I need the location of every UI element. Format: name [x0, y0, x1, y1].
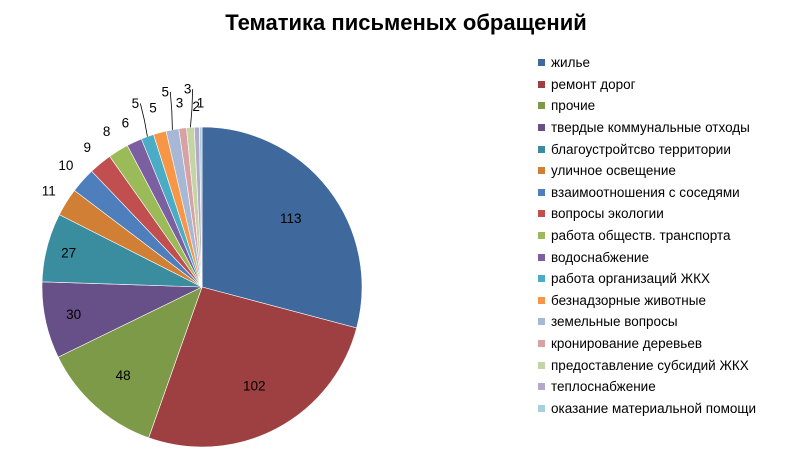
legend-label: вопросы экологии — [551, 206, 664, 222]
legend-label: работа организаций ЖКХ — [551, 271, 710, 287]
legend-swatch — [538, 253, 545, 261]
legend-label: безнадзорные животные — [551, 292, 706, 308]
legend-item: благоустройтсво территории — [538, 138, 756, 160]
legend-label: твердые коммунальные отходы — [551, 120, 750, 136]
slice-value-label: 9 — [83, 140, 91, 155]
leader-lines — [140, 89, 193, 137]
legend-item: безнадзорные животные — [538, 290, 756, 312]
legend-item: жилье — [538, 52, 756, 74]
legend: жилье ремонт дорог прочие твердые коммуналь… — [538, 52, 756, 419]
legend-item: прочие — [538, 95, 756, 117]
slice-value-label: 6 — [122, 116, 130, 131]
legend-swatch — [538, 80, 545, 88]
slice-value-label: 3 — [184, 82, 192, 97]
legend-label: работа обществ. транспорта — [551, 228, 731, 244]
legend-swatch — [538, 296, 545, 304]
legend-label: прочие — [551, 98, 596, 114]
pie-slice — [201, 126, 363, 329]
leader-line — [190, 89, 193, 128]
leader-line — [169, 91, 173, 130]
legend-item: вопросы экологии — [538, 203, 756, 225]
legend-swatch — [538, 318, 545, 326]
slice-value-label: 48 — [116, 368, 131, 383]
legend-item: кронирование деревьев — [538, 333, 756, 355]
legend-label: водоснабжение — [551, 249, 649, 265]
legend-label: благоустройтсво территории — [551, 141, 731, 157]
legend-swatch — [538, 124, 545, 132]
legend-swatch — [538, 210, 545, 218]
leader-line — [140, 103, 148, 137]
legend-item: земельные вопросы — [538, 311, 756, 333]
legend-swatch — [538, 59, 545, 67]
legend-swatch — [538, 404, 545, 412]
legend-item: твердые коммунальные отходы — [538, 117, 756, 139]
legend-item: работа обществ. транспорта — [538, 225, 756, 247]
legend-item: работа организаций ЖКХ — [538, 268, 756, 290]
slice-value-label: 5 — [149, 101, 157, 116]
slice-value-label: 8 — [103, 124, 111, 139]
legend-swatch — [538, 232, 545, 240]
legend-swatch — [538, 361, 545, 369]
legend-label: жилье — [551, 55, 590, 71]
legend-swatch — [538, 145, 545, 153]
legend-item: водоснабжение — [538, 246, 756, 268]
legend-item: ремонт дорог — [538, 74, 756, 96]
pie-slice — [148, 286, 358, 448]
slice-value-label: 27 — [61, 245, 76, 260]
slice-value-label: 3 — [176, 95, 184, 110]
legend-label: уличное освещение — [551, 163, 676, 179]
legend-swatch — [538, 102, 545, 110]
slice-value-label: 2 — [192, 99, 200, 114]
slice-value-label: 30 — [66, 307, 81, 322]
slice-value-label: 113 — [280, 211, 302, 226]
legend-label: земельные вопросы — [551, 314, 678, 330]
legend-label: предоставление субсидий ЖКХ — [551, 357, 749, 373]
legend-item: теплоснабжение — [538, 376, 756, 398]
chart-title: Тематика письменых обращений — [225, 10, 587, 35]
legend-item: предоставление субсидий ЖКХ — [538, 354, 756, 376]
slice-value-label: 102 — [243, 379, 266, 394]
pie-slice — [199, 126, 203, 288]
legend-label: ремонт дорог — [551, 76, 636, 92]
slice-value-label: 10 — [58, 158, 73, 173]
legend-swatch — [538, 167, 545, 175]
legend-label: взаимоотношения с соседями — [551, 184, 740, 200]
legend-swatch — [538, 340, 545, 348]
legend-swatch — [538, 383, 545, 391]
slice-value-label: 5 — [162, 85, 170, 100]
slice-value-label: 5 — [132, 96, 140, 111]
legend-item: уличное освещение — [538, 160, 756, 182]
legend-label: теплоснабжение — [551, 379, 656, 395]
legend-swatch — [538, 275, 545, 283]
legend-label: кронирование деревьев — [551, 336, 703, 352]
legend-label: оказание материальной помощи — [551, 400, 757, 416]
pie-slices — [41, 126, 363, 448]
slice-value-label: 1 — [197, 96, 205, 111]
legend-item: взаимоотношения с соседями — [538, 182, 756, 204]
pie-slice — [57, 286, 203, 439]
legend-item: оказание материальной помощи — [538, 398, 756, 420]
legend-swatch — [538, 188, 545, 196]
slice-value-label: 11 — [42, 184, 56, 199]
